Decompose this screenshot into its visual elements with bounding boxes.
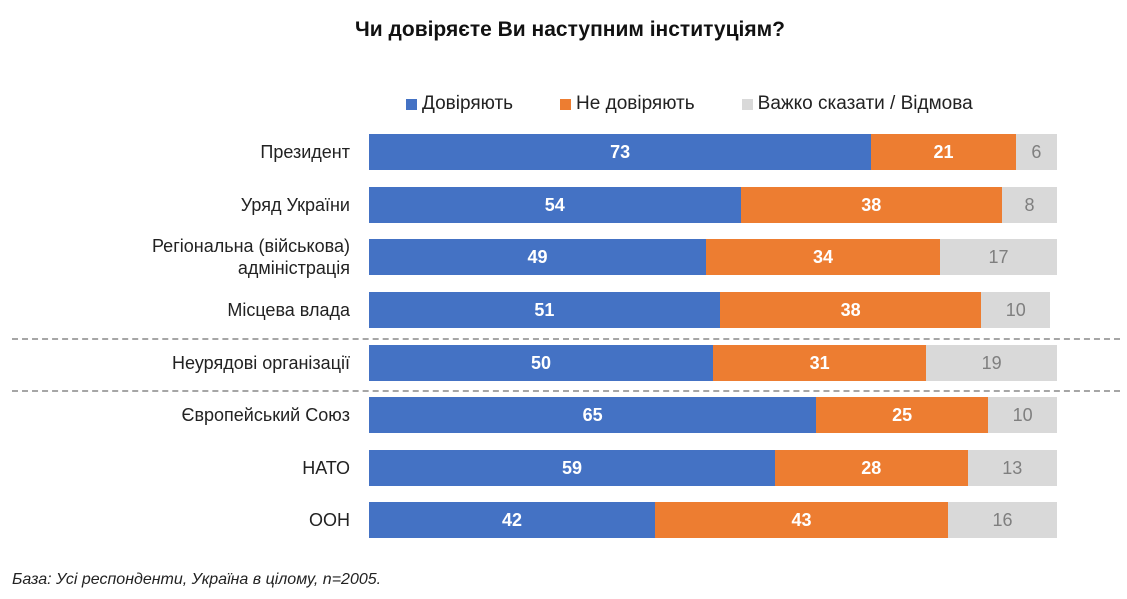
data-label: 31 bbox=[809, 352, 830, 373]
data-label: 6 bbox=[1031, 141, 1042, 162]
category-label-line: НАТО bbox=[302, 458, 350, 478]
data-label: 28 bbox=[861, 457, 882, 478]
data-label: 8 bbox=[1024, 194, 1035, 215]
bar-segment-trust: 51 bbox=[369, 292, 720, 328]
bar-segment-hard-to-say: 13 bbox=[967, 450, 1057, 486]
category-label: Неурядові організації bbox=[0, 352, 350, 374]
data-label: 49 bbox=[527, 246, 548, 267]
data-label: 10 bbox=[1005, 299, 1026, 320]
data-label: 73 bbox=[610, 141, 631, 162]
bar-segment-hard-to-say: 17 bbox=[940, 239, 1057, 275]
legend-item-distrust: Не довіряють bbox=[560, 93, 695, 115]
data-label: 43 bbox=[791, 509, 812, 530]
bar-row: 50 31 19 bbox=[369, 345, 1057, 381]
category-label-line: Уряд України bbox=[240, 195, 350, 215]
bar-segment-distrust: 31 bbox=[713, 345, 927, 381]
bar-segment-hard-to-say: 8 bbox=[1001, 187, 1057, 223]
bar-segment-distrust: 25 bbox=[816, 397, 989, 433]
category-label: Президент bbox=[0, 141, 350, 163]
data-label: 17 bbox=[988, 246, 1009, 267]
category-label: Європейський Союз bbox=[0, 404, 350, 426]
bar-segment-trust: 54 bbox=[369, 187, 741, 223]
bar-segment-trust: 73 bbox=[369, 134, 872, 170]
bar-segment-trust: 42 bbox=[369, 502, 656, 538]
bar-segment-distrust: 28 bbox=[774, 450, 968, 486]
category-label: Уряд України bbox=[0, 194, 350, 216]
category-label-line: Європейський Союз bbox=[181, 405, 350, 425]
bar-segment-distrust: 38 bbox=[740, 187, 1002, 223]
bar-segment-hard-to-say: 6 bbox=[1015, 134, 1057, 170]
data-label: 38 bbox=[840, 299, 861, 320]
bar-row: 73 21 6 bbox=[369, 134, 1057, 170]
bar-row: 51 38 10 bbox=[369, 292, 1057, 328]
data-label: 25 bbox=[892, 404, 913, 425]
bar-segment-trust: 50 bbox=[369, 345, 713, 381]
bar-segment-hard-to-say: 10 bbox=[988, 397, 1057, 433]
bar-segment-hard-to-say: 10 bbox=[981, 292, 1051, 328]
data-label: 42 bbox=[502, 509, 523, 530]
category-label-line: Регіональна (військова) bbox=[151, 236, 350, 256]
chart-title: Чи довіряєте Ви наступним інституціям? bbox=[355, 18, 785, 41]
data-label: 59 bbox=[561, 457, 582, 478]
data-label: 51 bbox=[534, 299, 555, 320]
category-label-line: Неурядові організації bbox=[172, 353, 350, 373]
legend-label-trust: Довіряють bbox=[422, 93, 514, 114]
data-label: 38 bbox=[861, 194, 882, 215]
category-label: Місцева влада bbox=[0, 299, 350, 321]
bar-segment-trust: 59 bbox=[369, 450, 775, 486]
data-label: 19 bbox=[981, 352, 1002, 373]
legend-swatch-hard-to-say bbox=[741, 98, 753, 110]
legend-label-distrust: Не довіряють bbox=[576, 93, 695, 114]
data-label: 65 bbox=[582, 404, 603, 425]
data-label: 16 bbox=[992, 509, 1013, 530]
legend-item-hard-to-say: Важко сказати / Відмова bbox=[741, 93, 973, 115]
data-label: 10 bbox=[1012, 404, 1033, 425]
data-label: 21 bbox=[933, 141, 954, 162]
data-label: 13 bbox=[1002, 457, 1023, 478]
category-label-line: Президент bbox=[260, 142, 350, 162]
bar-segment-distrust: 38 bbox=[719, 292, 982, 328]
bar-row: 54 38 8 bbox=[369, 187, 1057, 223]
bar-segment-trust: 65 bbox=[369, 397, 817, 433]
group-divider bbox=[12, 337, 1120, 340]
bar-segment-trust: 49 bbox=[369, 239, 707, 275]
bar-row: 65 25 10 bbox=[369, 397, 1057, 433]
legend-label-hard-to-say: Важко сказати / Відмова bbox=[757, 93, 973, 114]
bar-row: 59 28 13 bbox=[369, 450, 1057, 486]
chart-legend: Довіряють Не довіряють Важко сказати / В… bbox=[406, 92, 973, 116]
bar-segment-distrust: 21 bbox=[871, 134, 1016, 170]
bar-segment-distrust: 34 bbox=[706, 239, 941, 275]
category-label: ООН bbox=[0, 509, 350, 531]
group-divider bbox=[12, 390, 1120, 392]
category-label-line: Місцева влада bbox=[227, 300, 350, 320]
category-label: НАТО bbox=[0, 457, 350, 479]
category-label: Регіональна (військова) адміністрація bbox=[0, 235, 350, 279]
category-label-line: ООН bbox=[308, 510, 350, 530]
bar-segment-hard-to-say: 19 bbox=[926, 345, 1057, 381]
bar-segment-distrust: 43 bbox=[655, 502, 948, 538]
data-label: 54 bbox=[544, 194, 565, 215]
legend-item-trust: Довіряють bbox=[406, 93, 513, 115]
bar-row: 49 34 17 bbox=[369, 239, 1057, 275]
legend-swatch-distrust bbox=[560, 98, 572, 110]
bar-row: 42 43 16 bbox=[369, 502, 1057, 538]
chart-footnote: База: Усі респонденти, Україна в цілому,… bbox=[12, 571, 382, 588]
data-label: 34 bbox=[813, 246, 834, 267]
legend-swatch-trust bbox=[406, 98, 417, 110]
bar-segment-hard-to-say: 16 bbox=[948, 502, 1057, 538]
category-label-line: адміністрація bbox=[237, 258, 350, 278]
data-label: 50 bbox=[530, 352, 552, 373]
